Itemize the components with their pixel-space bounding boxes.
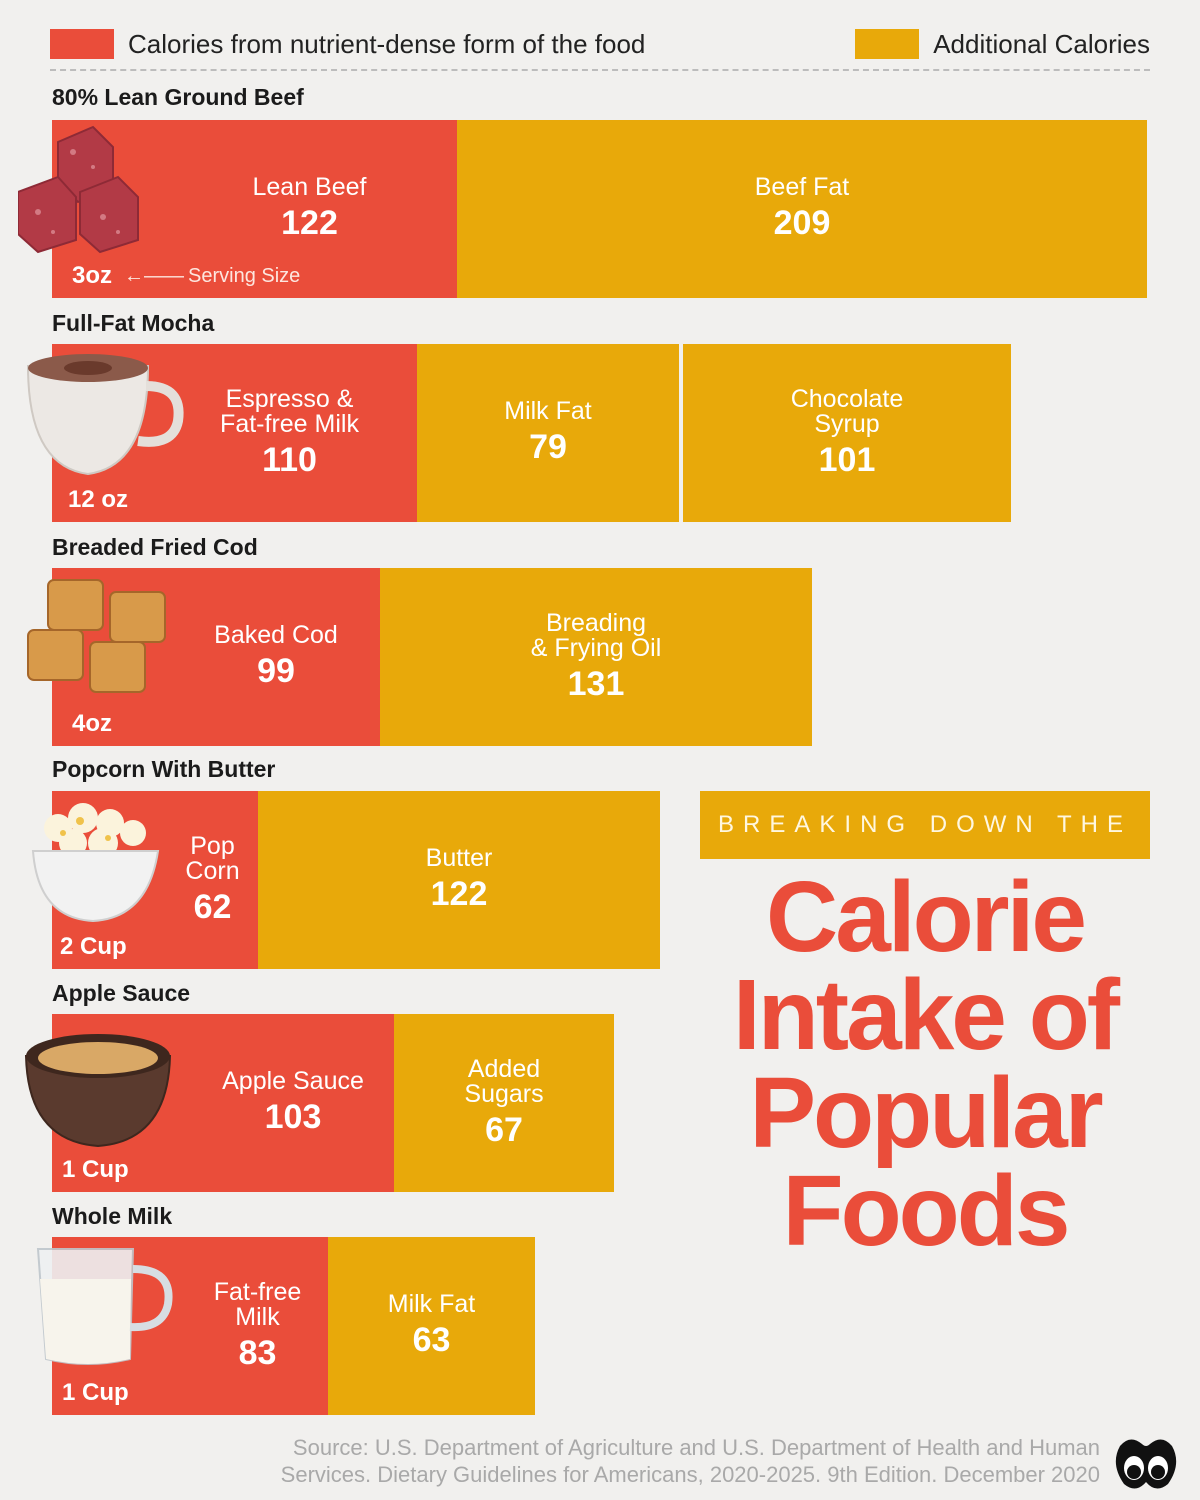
legend-swatch-gold [855,29,920,59]
segment-additional: Added Sugars 67 [394,1014,614,1192]
serving-size-note: ←—— Serving Size [124,265,300,288]
segment-nutrient: Pop Corn 62 2 Cup [31,791,258,969]
segment-additional: Chocolate Syrup 101 [683,344,1011,522]
segment-nutrient: Apple Sauce 103 1 Cup [24,1014,394,1192]
serving-size: 4oz [72,710,113,737]
row-title: Apple Sauce [52,980,191,1006]
stacked-bar: Apple Sauce 103 1 Cup Added Sugars 67 [24,1014,614,1192]
segment-label: Fat-free Milk [213,1277,302,1331]
serving-note-label: Serving Size [188,265,301,287]
legend-swatch-red [50,29,114,59]
mocha-cup-icon [26,354,184,476]
segment-value: 209 [773,204,831,242]
row-title: Breaded Fried Cod [52,534,258,560]
stacked-bar: Pop Corn 62 2 Cup Butter 122 [31,791,660,969]
serving-size: 12 oz [68,486,129,513]
serving-size: 3oz [72,262,113,289]
brand-logo-icon [1115,1439,1177,1489]
segment-label: Butter [425,844,493,872]
row-title: Whole Milk [52,1203,173,1229]
headline-title: Calorie Intake of Popular Foods [732,861,1120,1267]
divider [50,69,1150,71]
segment-value: 122 [281,204,338,242]
source-note: Source: U.S. Department of Agriculture a… [281,1434,1100,1488]
row-title: Popcorn With Butter [52,756,276,782]
stacked-bar: Lean Beef 122 3oz ←—— Serving Size Beef … [18,120,1147,298]
segment-nutrient: Fat-free Milk 83 1 Cup [36,1237,328,1415]
segment-additional: Milk Fat 79 [417,344,679,522]
segment-value: 99 [257,652,295,690]
segment-additional: Beef Fat 209 [457,120,1147,298]
popcorn-bowl-icon [31,803,160,923]
stacked-bar: Baked Cod 99 4oz Breading & Frying Oil 1… [27,568,812,746]
segment-label: Milk Fat [387,1290,476,1318]
serving-size: 2 Cup [60,933,127,960]
segment-value: 62 [193,887,232,926]
segment-additional: Milk Fat 63 [328,1237,535,1415]
segment-additional: Breading & Frying Oil 131 [380,568,812,746]
arrow-left-icon: ←—— [124,265,184,287]
source-line-2: Services. Dietary Guidelines for America… [280,1462,1100,1487]
legend-item-nutrient: Calories from nutrient-dense form of the… [50,29,645,60]
segment-label: Espresso & Fat-free Milk [220,384,359,438]
legend-item-additional: Additional Calories [855,29,1150,60]
legend-label: Additional Calories [933,28,1150,59]
stacked-bar: Fat-free Milk 83 1 Cup Milk Fat 63 [36,1237,535,1415]
legend-label: Calories from nutrient-dense form of the… [128,28,646,59]
segment-nutrient: Espresso & Fat-free Milk 110 12 oz [26,344,417,522]
row-title: Full-Fat Mocha [52,310,215,336]
segment-value: 79 [529,428,567,466]
segment-value: 83 [238,1333,277,1372]
segment-value: 101 [818,440,876,479]
legend: Calories from nutrient-dense form of the… [50,24,1150,64]
segment-value: 103 [264,1098,322,1136]
segment-nutrient: Lean Beef 122 3oz ←—— Serving Size [18,120,457,298]
segment-value: 131 [567,664,625,703]
segment-label: Chocolate Syrup [790,384,904,438]
segment-label: Added Sugars [464,1054,544,1108]
segment-label: Breading & Frying Oil [530,608,662,662]
segment-additional: Butter 122 [258,791,660,969]
segment-label: Baked Cod [214,621,338,649]
segment-value: 110 [262,440,317,479]
segment-value: 122 [430,875,488,913]
serving-size: 1 Cup [62,1156,129,1183]
segment-nutrient: Baked Cod 99 4oz [27,568,380,746]
serving-size: 1 Cup [62,1379,129,1406]
segment-label: Milk Fat [504,397,592,425]
apple-sauce-bowl-icon [24,1034,172,1148]
segment-label: Pop Corn [185,831,240,885]
segment-gap [679,344,683,522]
headline-kicker: BREAKING DOWN THE [700,791,1150,859]
segment-value: 63 [412,1321,451,1359]
segment-label: Lean Beef [252,173,367,201]
ground-beef-icon [18,125,139,254]
segment-label: Apple Sauce [222,1067,364,1095]
source-line-1: Source: U.S. Department of Agriculture a… [292,1435,1100,1460]
row-title: 80% Lean Ground Beef [52,84,304,110]
segment-label: Beef Fat [754,173,850,201]
stacked-bar: Espresso & Fat-free Milk 110 12 oz Milk … [26,344,1011,522]
milk-jug-icon [36,1248,173,1365]
fried-cod-icon [27,579,166,693]
segment-value: 67 [485,1110,523,1149]
